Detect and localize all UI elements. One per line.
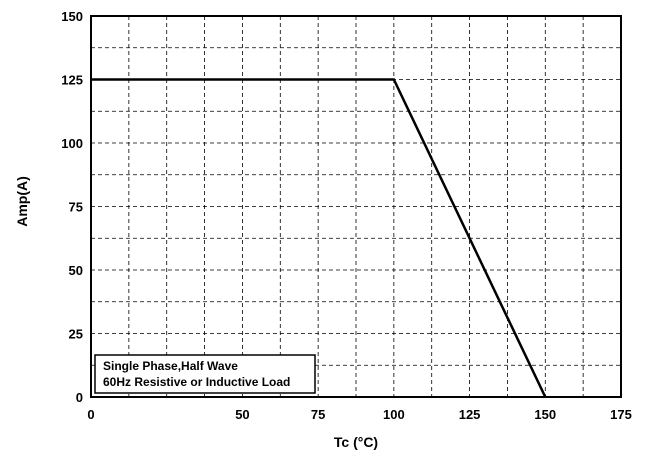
note-line-1: Single Phase,Half Wave: [103, 359, 238, 373]
x-tick-label: 125: [459, 407, 481, 422]
x-tick-label: 100: [383, 407, 405, 422]
y-tick-label: 100: [61, 136, 83, 151]
x-tick-label: 150: [534, 407, 556, 422]
note-box: [94, 354, 316, 394]
y-tick-label: 75: [69, 200, 83, 215]
x-axis-title: Tc (°C): [334, 434, 378, 450]
x-tick-label: 0: [87, 407, 94, 422]
x-tick-label: 75: [311, 407, 325, 422]
load-condition-note: Single Phase,Half Wave 60Hz Resistive or…: [94, 354, 316, 394]
x-tick-labels: 0 50 75 100 125 150 175: [87, 407, 631, 422]
y-tick-label: 25: [69, 327, 83, 342]
plot-frame: [90, 15, 622, 398]
x-tick-label: 50: [235, 407, 249, 422]
y-tick-labels: 0 25 50 75 100 125 150: [61, 9, 83, 405]
note-line-2: 60Hz Resistive or Inductive Load: [103, 375, 290, 389]
y-tick-label: 0: [76, 390, 83, 405]
y-axis-title: Amp(A): [14, 176, 30, 227]
grid-lines: [91, 16, 621, 397]
y-tick-label: 50: [69, 263, 83, 278]
y-tick-label: 125: [61, 73, 83, 88]
current-derating-line: [91, 78, 547, 398]
x-tick-label: 175: [610, 407, 632, 422]
y-tick-label: 150: [61, 9, 83, 24]
